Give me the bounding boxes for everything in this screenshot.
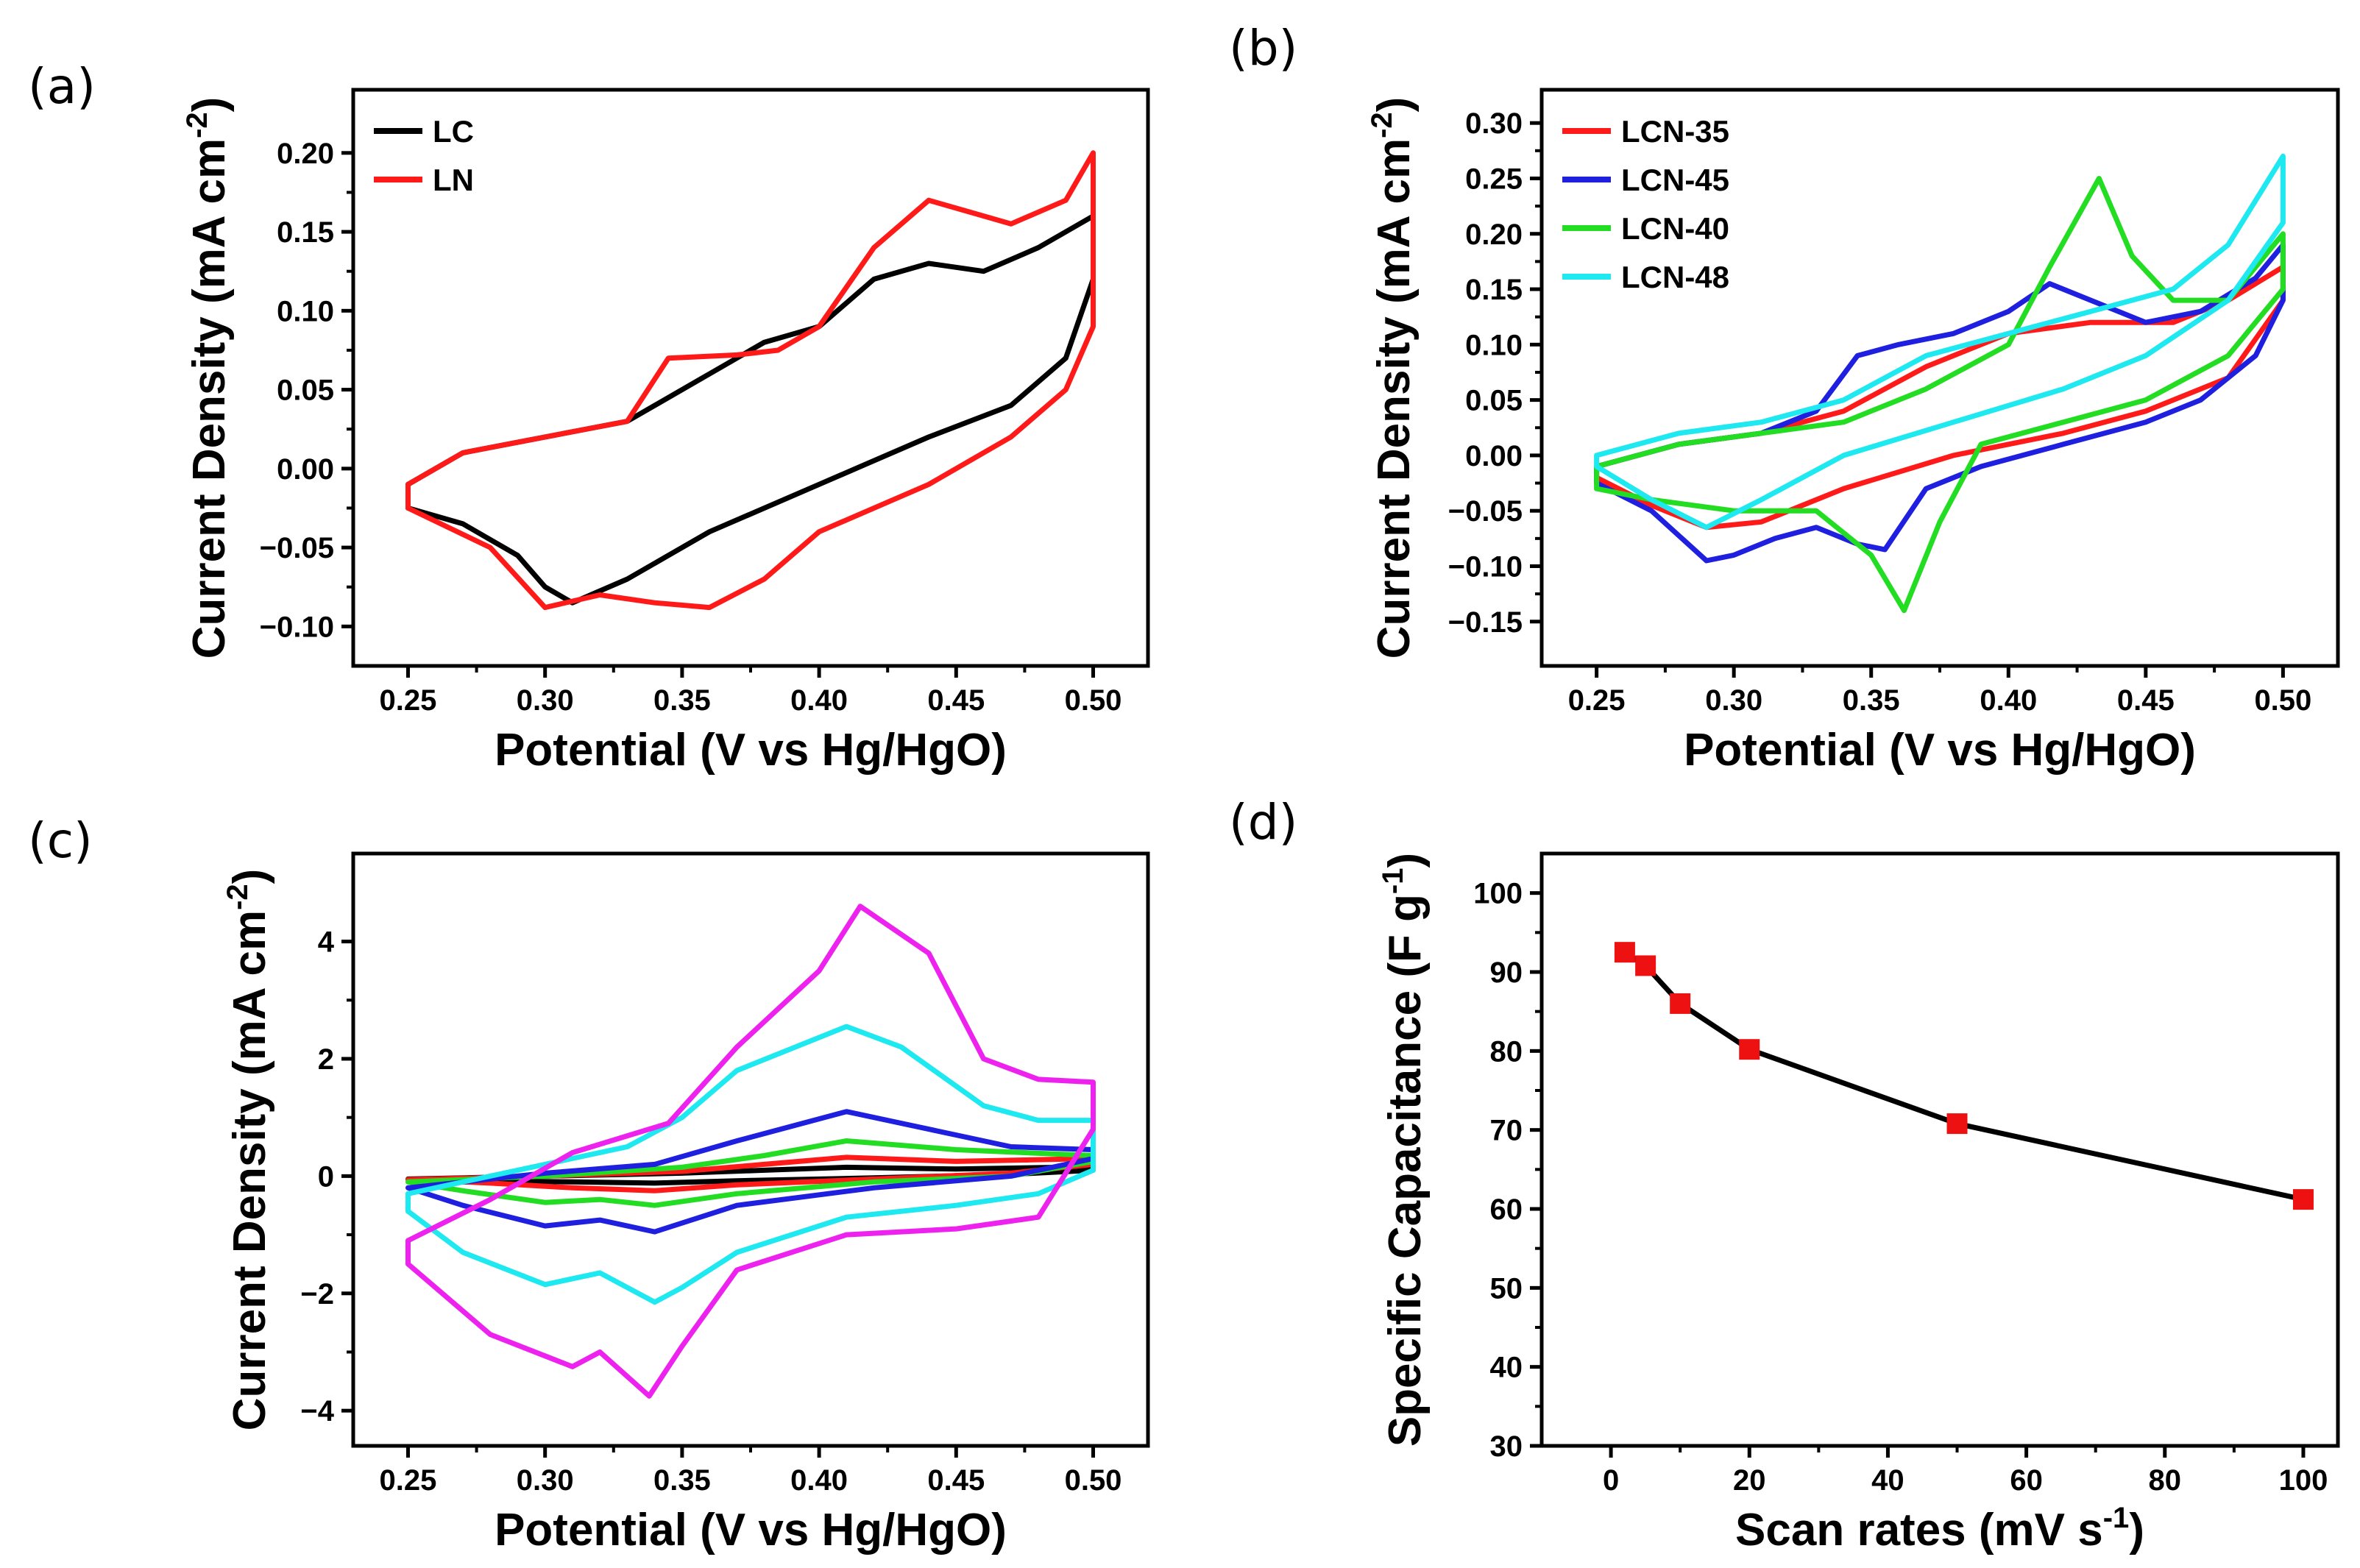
- data-point: [1946, 1113, 1968, 1135]
- x-tick-label: 0.45: [2117, 684, 2175, 717]
- x-tick-label: 0.40: [790, 684, 848, 717]
- panel-label: (c): [28, 812, 93, 869]
- panel-label: (a): [28, 58, 96, 115]
- series-group: [405, 904, 1096, 1399]
- x-tick-label: 60: [2010, 1464, 2043, 1497]
- y-tick-label: 90: [1490, 957, 1523, 989]
- x-tick-label: 0.35: [653, 684, 711, 717]
- x-axis-label: Potential (V vs Hg/HgO): [1684, 725, 2196, 776]
- y-tick-label: 0.30: [1465, 107, 1523, 140]
- data-point: [1739, 1039, 1760, 1060]
- x-tick-label: 0.25: [380, 1464, 437, 1497]
- y-tick-label: 4: [318, 926, 335, 959]
- x-tick-label: 0.45: [927, 1464, 985, 1497]
- x-tick-label: 100: [2279, 1464, 2328, 1497]
- y-tick-label: −0.05: [260, 532, 334, 564]
- legend-entry: LCN-40: [1621, 211, 1729, 246]
- x-tick-label: 0.25: [380, 684, 437, 717]
- x-tick-label: 0.45: [927, 684, 985, 717]
- y-tick-label: 80: [1490, 1035, 1523, 1068]
- y-tick-label: −4: [300, 1395, 334, 1427]
- y-axis-label: Current Density (mA cm-2): [1366, 97, 1420, 659]
- data-point: [1670, 993, 1691, 1014]
- series-line-LN: [405, 150, 1096, 611]
- plot-frame: [1539, 851, 2340, 1448]
- x-tick-label: 0.40: [790, 1464, 848, 1497]
- y-tick-label: 0.20: [1465, 219, 1523, 251]
- x-tick-label: 0.50: [1065, 684, 1122, 717]
- y-axis-label: Specific Capacitance (F g-1): [1377, 853, 1431, 1447]
- series-line-5: [405, 1024, 1096, 1305]
- y-tick-label: 50: [1490, 1272, 1523, 1305]
- x-tick-label: 0.50: [1065, 1464, 1122, 1497]
- panel-c: (c) 0.25 0.30 0.35 0.40 0.45 0.50 −4 −2 0 2 4 Potent…: [28, 812, 1150, 1555]
- y-tick-label: 0.25: [1465, 163, 1523, 195]
- series-line-6: [405, 904, 1096, 1399]
- x-tick-label: 0: [1603, 1464, 1619, 1497]
- y-tick-label: 0.20: [277, 138, 334, 170]
- y-tick-label: 0.10: [1465, 329, 1523, 361]
- series-line-LCN-48: [1594, 153, 2286, 531]
- x-axis-label: Potential (V vs Hg/HgO): [495, 1505, 1007, 1555]
- series-group: [405, 150, 1096, 611]
- y-tick-label: 60: [1490, 1193, 1523, 1226]
- x-axis-label: Potential (V vs Hg/HgO): [495, 725, 1007, 776]
- series-group: [1614, 942, 2314, 1210]
- data-point: [1635, 955, 1656, 976]
- y-tick-label: 0: [318, 1160, 334, 1193]
- series-line-LCN-45: [1594, 242, 2286, 564]
- y-tick-label: −0.05: [1448, 495, 1523, 528]
- y-tick-label: 0.05: [1465, 385, 1523, 417]
- x-axis-label: Scan rates (mV s-1): [1735, 1502, 2144, 1555]
- legend-entry: LCN-35: [1621, 114, 1729, 149]
- y-tick-label: 30: [1490, 1430, 1523, 1463]
- legend-entry: LCN-45: [1621, 163, 1729, 197]
- x-tick-label: 40: [1871, 1464, 1904, 1497]
- y-axis-label: Current Density (mA cm-2): [181, 97, 235, 659]
- legend-entry: LN: [433, 163, 474, 197]
- y-tick-label: 2: [318, 1043, 334, 1076]
- panel-label: (b): [1229, 20, 1297, 77]
- x-tick-label: 20: [1733, 1464, 1766, 1497]
- y-tick-label: −0.10: [1448, 550, 1523, 583]
- x-tick-label: 0.30: [517, 684, 574, 717]
- y-tick-label: −0.10: [260, 611, 334, 643]
- x-tick-label: 0.50: [2254, 684, 2311, 717]
- x-tick-label: 0.35: [1843, 684, 1900, 717]
- x-tick-label: 0.35: [653, 1464, 711, 1497]
- series-line-LCN-40: [1594, 176, 2286, 614]
- x-tick-label: 0.30: [1705, 684, 1762, 717]
- y-tick-label: 100: [1473, 878, 1523, 910]
- x-tick-label: 0.40: [1980, 684, 2037, 717]
- data-point: [2292, 1189, 2314, 1210]
- y-tick-label: 0.10: [277, 295, 334, 327]
- legend-entry: LC: [433, 114, 474, 149]
- y-tick-label: 0.05: [277, 375, 334, 407]
- y-tick-label: −0.15: [1448, 606, 1523, 639]
- x-tick-label: 0.25: [1568, 684, 1626, 717]
- panel-b: (b) 0.25 0.30 0.35 0.40 0.45 0.50 −0.15 −0.10 −0.…: [1229, 20, 2340, 776]
- y-tick-label: 40: [1490, 1352, 1523, 1384]
- y-axis-label: Current Density (mA cm-2): [222, 869, 275, 1431]
- y-tick-label: 0.00: [277, 453, 334, 486]
- y-tick-label: 0.15: [1465, 274, 1523, 306]
- y-tick-label: 0.00: [1465, 440, 1523, 472]
- x-tick-label: 0.30: [517, 1464, 574, 1497]
- data-point: [1614, 942, 1635, 963]
- legend-entry: LCN-48: [1621, 260, 1729, 294]
- panel-label: (d): [1229, 794, 1297, 851]
- y-tick-label: 70: [1490, 1115, 1523, 1147]
- y-tick-label: −2: [300, 1278, 334, 1310]
- panel-a: (a) 0.25 0.30 0.35 0.40 0.45 0.50 −0.10 −0.05 0.0…: [28, 58, 1150, 776]
- panel-d: (d) 0 20 40 60 80 100 30 40 50 60 70 80 90 100 Scan rat…: [1229, 794, 2340, 1555]
- y-tick-label: 0.15: [277, 216, 334, 249]
- x-tick-label: 80: [2149, 1464, 2182, 1497]
- series-group: [1594, 153, 2286, 614]
